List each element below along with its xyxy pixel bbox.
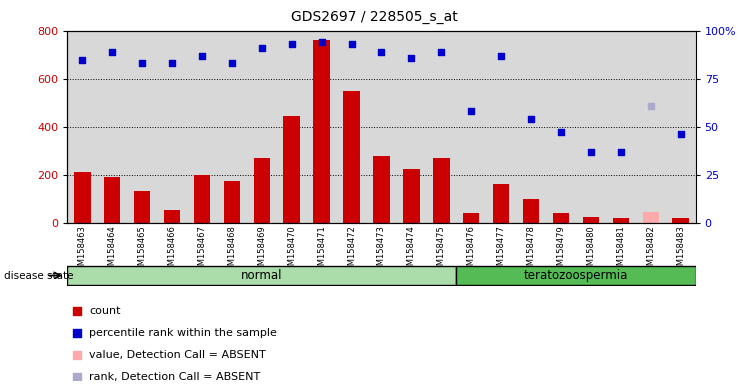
Point xyxy=(495,53,507,59)
Bar xyxy=(666,31,696,223)
Point xyxy=(71,330,83,336)
Bar xyxy=(426,31,456,223)
Bar xyxy=(337,31,367,223)
Bar xyxy=(224,181,240,223)
Bar xyxy=(134,191,150,223)
Bar xyxy=(157,31,187,223)
Bar xyxy=(643,212,659,223)
Bar xyxy=(523,199,539,223)
Bar xyxy=(254,158,270,223)
Text: percentile rank within the sample: percentile rank within the sample xyxy=(89,328,278,338)
Text: GDS2697 / 228505_s_at: GDS2697 / 228505_s_at xyxy=(291,10,457,23)
Point xyxy=(316,39,328,45)
Bar xyxy=(307,31,337,223)
Point xyxy=(375,49,387,55)
Point xyxy=(615,149,627,155)
Bar xyxy=(74,172,91,223)
Point xyxy=(71,352,83,358)
Bar xyxy=(283,116,300,223)
Bar xyxy=(97,31,127,223)
Bar xyxy=(396,31,426,223)
Bar xyxy=(403,169,420,223)
Bar xyxy=(67,31,97,223)
Point xyxy=(465,108,477,114)
Point xyxy=(525,116,537,122)
Bar xyxy=(343,91,360,223)
Point xyxy=(435,49,447,55)
Point xyxy=(76,56,88,63)
Point xyxy=(346,41,358,47)
Point xyxy=(106,49,118,55)
Bar xyxy=(67,266,456,285)
Bar xyxy=(516,31,546,223)
Point xyxy=(555,129,567,136)
Bar xyxy=(613,218,629,223)
Bar xyxy=(313,40,330,223)
Bar xyxy=(194,175,210,223)
Point xyxy=(405,55,417,61)
Bar xyxy=(367,31,396,223)
Bar xyxy=(553,213,569,223)
Text: normal: normal xyxy=(241,269,283,282)
Bar xyxy=(187,31,217,223)
Point xyxy=(256,45,268,51)
Text: rank, Detection Call = ABSENT: rank, Detection Call = ABSENT xyxy=(89,372,260,382)
Bar xyxy=(277,31,307,223)
Bar xyxy=(546,31,576,223)
Point xyxy=(286,41,298,47)
Text: count: count xyxy=(89,306,121,316)
Bar xyxy=(456,266,696,285)
Bar xyxy=(672,218,689,223)
Bar xyxy=(456,31,486,223)
Point xyxy=(645,103,657,109)
Point xyxy=(136,60,148,66)
Text: disease state: disease state xyxy=(4,270,73,281)
Bar xyxy=(583,217,599,223)
Bar xyxy=(373,156,390,223)
Point xyxy=(166,60,178,66)
Bar xyxy=(433,159,450,223)
Bar xyxy=(486,31,516,223)
Point xyxy=(585,149,597,155)
Bar xyxy=(247,31,277,223)
Bar xyxy=(606,31,636,223)
Bar xyxy=(164,210,180,223)
Bar xyxy=(104,177,120,223)
Bar xyxy=(463,213,479,223)
Bar xyxy=(217,31,247,223)
Point xyxy=(71,308,83,314)
Point xyxy=(71,374,83,380)
Bar xyxy=(493,184,509,223)
Point xyxy=(675,131,687,137)
Bar xyxy=(636,31,666,223)
Point xyxy=(196,53,208,59)
Text: teratozoospermia: teratozoospermia xyxy=(524,269,628,282)
Text: value, Detection Call = ABSENT: value, Detection Call = ABSENT xyxy=(89,350,266,360)
Bar xyxy=(576,31,606,223)
Bar xyxy=(127,31,157,223)
Point xyxy=(226,60,238,66)
